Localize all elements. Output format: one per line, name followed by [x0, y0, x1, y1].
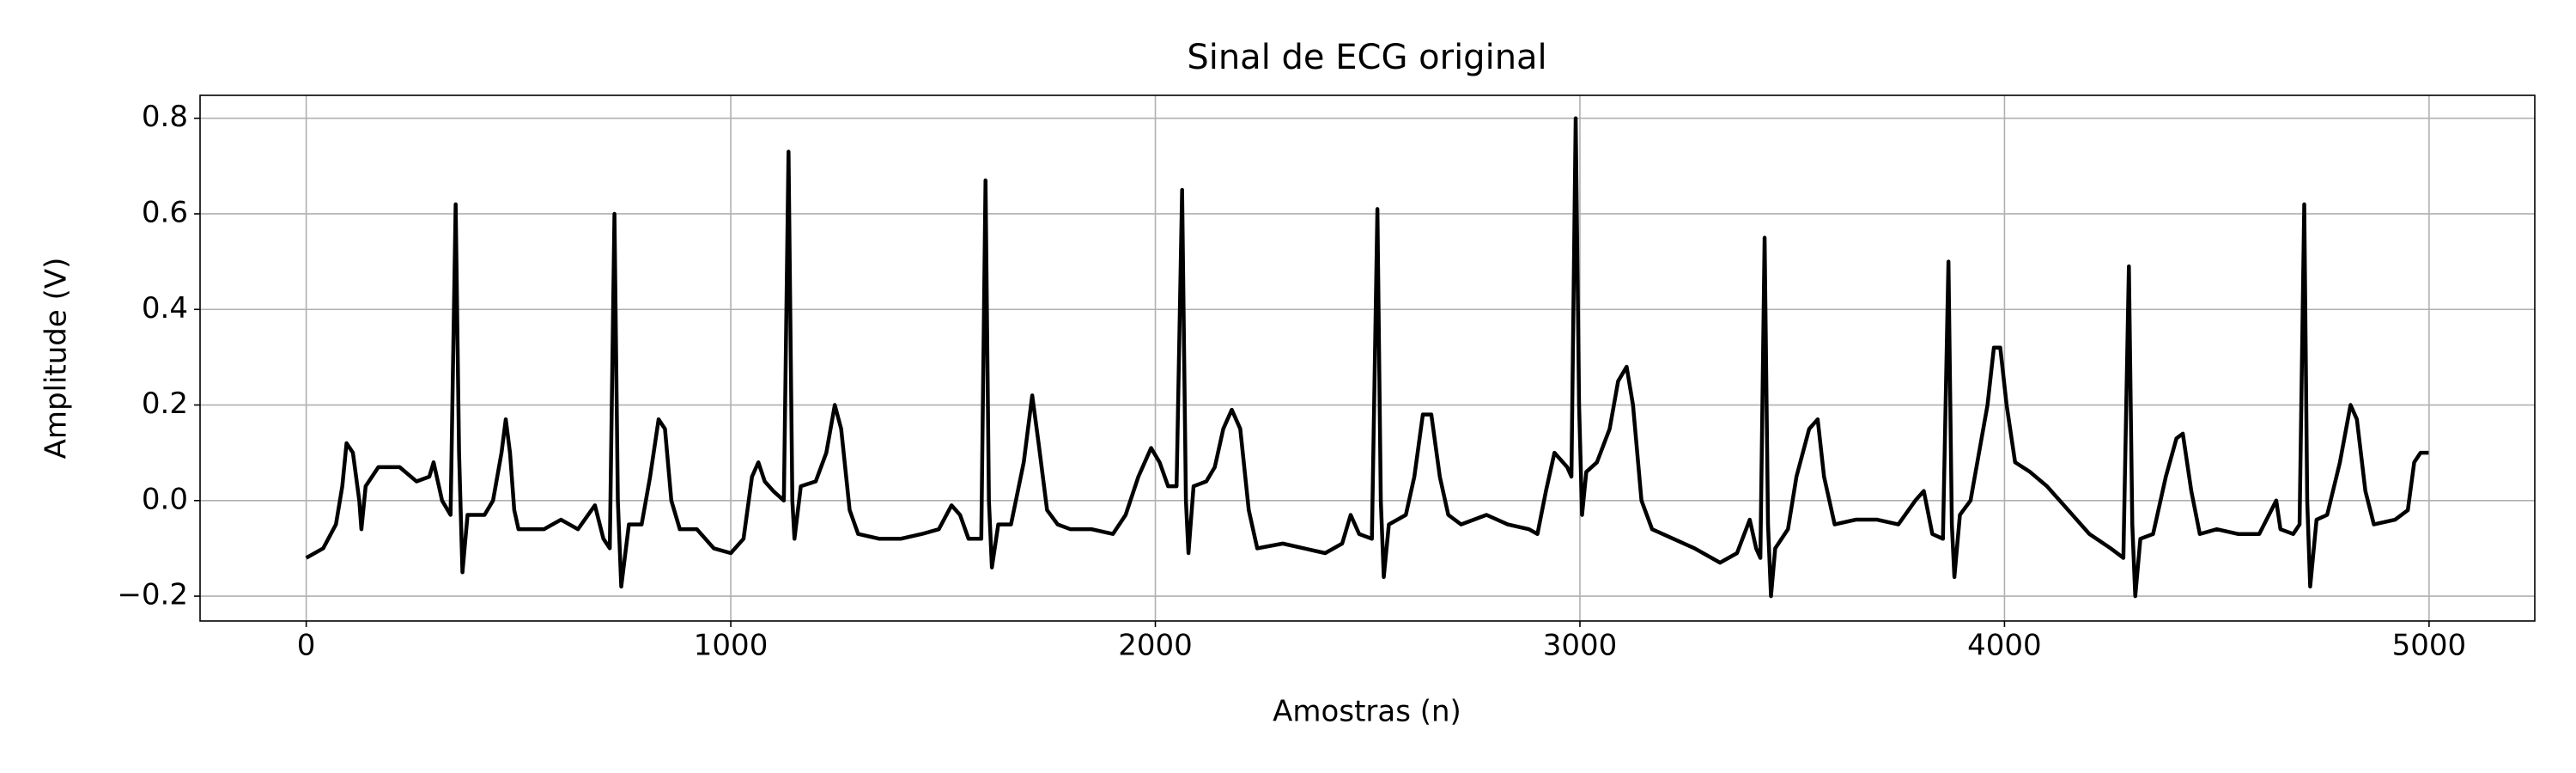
x-tick-label: 5000 [2392, 629, 2467, 663]
x-axis-label: Amostras (n) [1273, 695, 1461, 729]
chart-title: Sinal de ECG original [1187, 38, 1546, 77]
x-tick-label: 0 [297, 629, 316, 663]
y-tick-label: 0.0 [142, 482, 188, 516]
y-tick-label: 0.8 [142, 100, 188, 134]
x-tick-label: 4000 [1967, 629, 2042, 663]
axes-frame [199, 94, 2536, 622]
y-tick-label: 0.6 [142, 195, 188, 229]
y-tick-label: −0.2 [117, 578, 188, 612]
y-axis-label: Amplitude (V) [39, 258, 74, 460]
ecg-line [305, 116, 2429, 599]
x-tick-label: 1000 [694, 629, 769, 663]
y-tick-label: 0.2 [142, 386, 188, 421]
y-tick-label: 0.4 [142, 291, 188, 326]
x-tick-label: 3000 [1543, 629, 1618, 663]
x-tick-label: 2000 [1118, 629, 1193, 663]
